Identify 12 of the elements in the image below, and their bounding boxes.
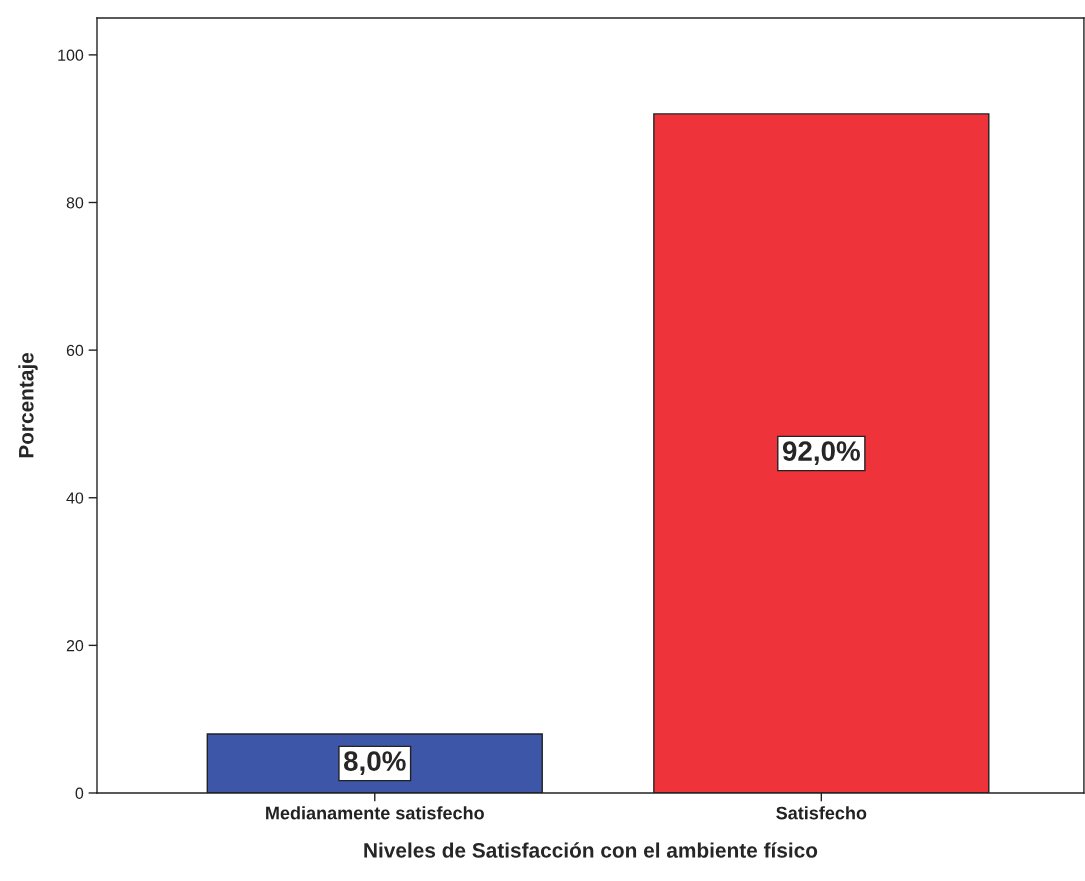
- x-tick-label: Medianamente satisfecho: [266, 806, 484, 820]
- y-axis-title: Porcentaje: [18, 352, 38, 458]
- data-label: 92,0%: [782, 441, 860, 465]
- y-tick-label: 40: [66, 492, 84, 504]
- y-tick-label: 60: [66, 344, 84, 357]
- x-axis-title: Niveles de Satisfacción con el ambiente físico: [364, 842, 818, 858]
- y-tick-label: 100: [58, 49, 84, 61]
- y-tick-label: 0: [75, 787, 84, 799]
- data-label: 8,0%: [343, 751, 406, 775]
- y-tick-label: 20: [66, 640, 84, 652]
- x-tick-label: Satisfecho: [776, 806, 867, 820]
- y-tick-label: 80: [66, 197, 84, 209]
